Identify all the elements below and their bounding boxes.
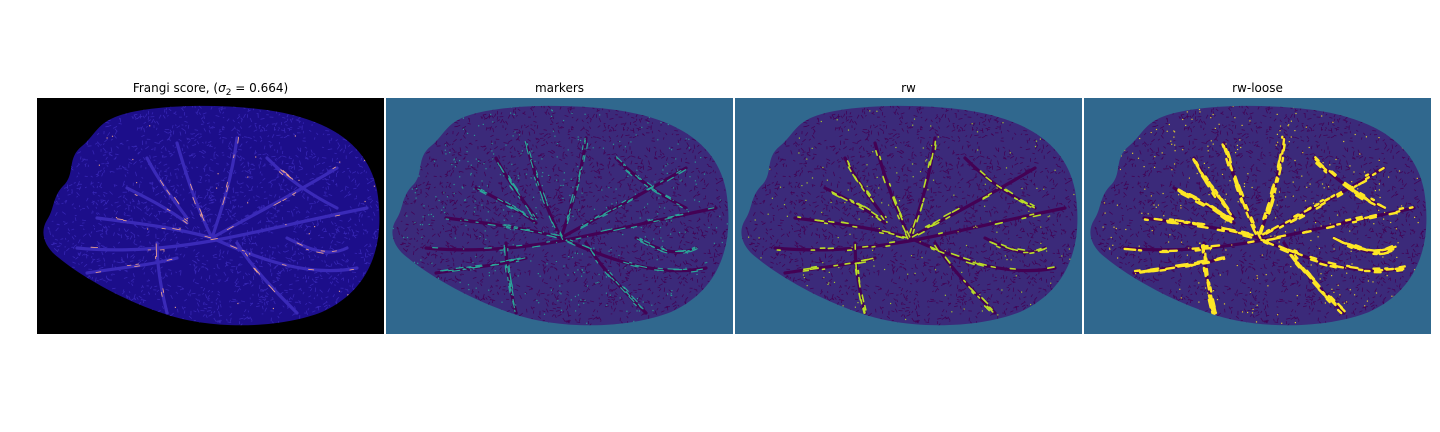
vessel-0 (773, 206, 1067, 252)
rw-image (735, 98, 1082, 334)
vessel-9 (265, 156, 339, 210)
vessel-4 (559, 166, 688, 240)
vessel-5 (559, 236, 708, 273)
markers-image (386, 98, 733, 334)
vessel-7 (235, 241, 299, 315)
vessel-4 (210, 166, 339, 240)
panel-frangi: Frangi score, (σ2 = 0.664) (37, 78, 384, 334)
vessel-11 (285, 236, 349, 254)
title-prefix: Frangi score, ( (132, 81, 219, 95)
vessel-10 (145, 156, 189, 220)
vessel-3 (175, 141, 214, 240)
vessel-3 (873, 141, 912, 240)
vessel-1 (444, 216, 563, 240)
vessel-1 (95, 216, 214, 240)
frangi-score-image (37, 98, 384, 334)
vessel-6 (155, 241, 169, 315)
panel-rw: rw (735, 78, 1082, 334)
panel-markers: markers (386, 78, 733, 334)
title-suffix: = 0.664) (231, 81, 289, 95)
texture-layer (741, 105, 1078, 326)
vessel-8 (125, 186, 189, 225)
vessel-3 (524, 141, 563, 240)
title-sigma: σ (218, 81, 226, 95)
panel-title-frangi: Frangi score, (σ2 = 0.664) (37, 78, 384, 98)
panel-rw-loose: rw-loose (1084, 78, 1431, 334)
vessel-4 (908, 166, 1037, 240)
vessel-10 (494, 156, 538, 220)
title-subscript: 2 (225, 88, 232, 98)
panel-title-rw: rw (901, 81, 916, 95)
vessel-2 (559, 136, 588, 240)
vessel-0 (75, 206, 369, 252)
panel-title-rw-loose: rw-loose (1232, 81, 1283, 95)
rw-loose-image (1084, 98, 1431, 334)
panel-title-markers: markers (534, 81, 585, 95)
vessel-2 (908, 136, 937, 240)
